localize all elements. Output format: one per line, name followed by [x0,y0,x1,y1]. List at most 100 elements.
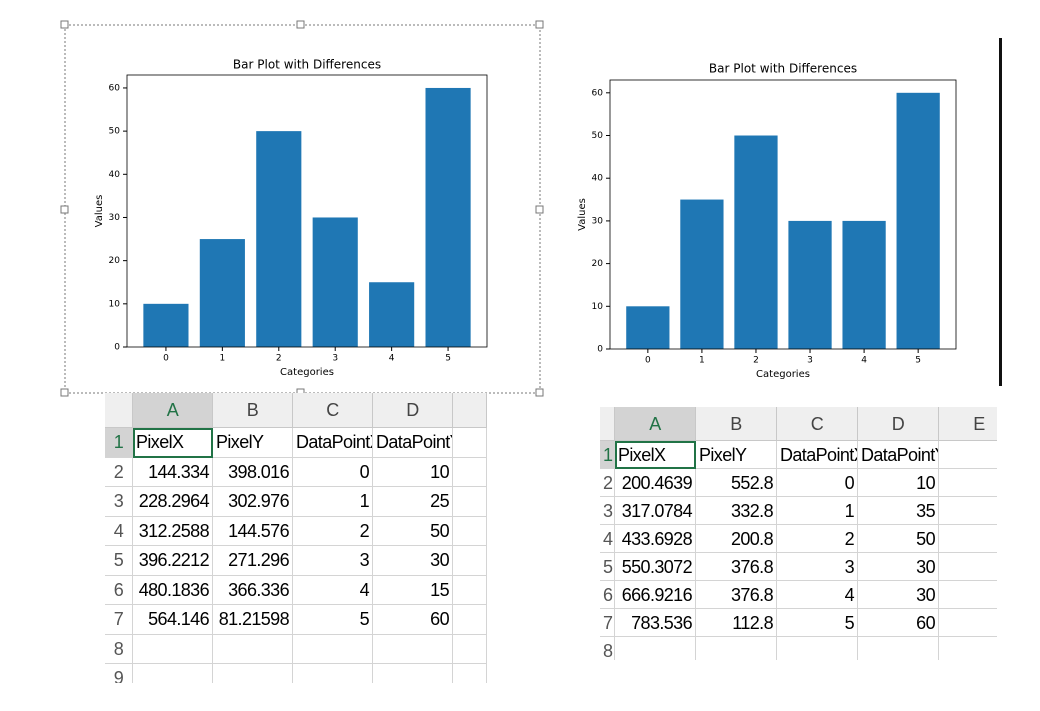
column-header[interactable]: A [133,393,213,428]
cell[interactable] [939,581,997,609]
cell[interactable] [939,609,997,637]
cell[interactable]: 332.8 [696,497,777,525]
cell[interactable]: 5 [777,609,858,637]
cell[interactable]: DataPointY [858,441,939,469]
cell[interactable]: 3 [777,553,858,581]
cell[interactable]: 200.8 [696,525,777,553]
cell[interactable] [939,553,997,581]
cell[interactable] [373,664,453,683]
cell[interactable]: 317.0784 [615,497,696,525]
cell[interactable] [939,525,997,553]
row-header[interactable]: 8 [105,634,133,664]
cell[interactable]: PixelY [213,428,293,458]
cell[interactable] [373,634,453,664]
cell[interactable] [293,634,373,664]
cell[interactable]: 376.8 [696,581,777,609]
cell[interactable]: 144.334 [133,457,213,487]
cell[interactable] [133,664,213,683]
cell[interactable]: PixelX [133,428,213,458]
row-header[interactable]: 1 [105,428,133,458]
cell[interactable]: DataPointX [777,441,858,469]
cell[interactable]: 35 [858,497,939,525]
column-header[interactable]: D [858,407,939,441]
cell[interactable]: 376.8 [696,553,777,581]
cell[interactable]: 112.8 [696,609,777,637]
row-header[interactable]: 5 [105,546,133,576]
row-header[interactable]: 8 [600,637,615,660]
cell[interactable]: 0 [777,469,858,497]
cell[interactable]: 81.21598 [213,605,293,635]
row-header[interactable]: 2 [600,469,615,497]
cell[interactable]: 25 [373,487,453,517]
row-header[interactable]: 9 [105,664,133,683]
cell[interactable]: 60 [373,605,453,635]
cell[interactable]: 302.976 [213,487,293,517]
cell[interactable]: 366.336 [213,575,293,605]
cell[interactable]: 271.296 [213,546,293,576]
column-header[interactable]: E [939,407,997,441]
cell[interactable]: 60 [858,609,939,637]
cell[interactable]: 2 [293,516,373,546]
cell[interactable]: 666.9216 [615,581,696,609]
row-header[interactable]: 5 [600,553,615,581]
cell[interactable]: 3 [293,546,373,576]
cell[interactable]: 228.2964 [133,487,213,517]
cell[interactable] [213,664,293,683]
cell[interactable]: 144.576 [213,516,293,546]
cell[interactable] [696,637,777,660]
cell[interactable]: 30 [858,553,939,581]
column-header[interactable]: D [373,393,453,428]
cell[interactable] [615,637,696,660]
cell[interactable]: 4 [293,575,373,605]
cell[interactable]: 1 [293,487,373,517]
cell[interactable] [939,637,997,660]
cell[interactable]: 312.2588 [133,516,213,546]
cell[interactable]: DataPointY [373,428,453,458]
row-header[interactable]: 7 [105,605,133,635]
cell[interactable] [939,497,997,525]
cell[interactable]: 398.016 [213,457,293,487]
cell[interactable]: PixelX [615,441,696,469]
row-header[interactable]: 6 [105,575,133,605]
cell[interactable]: 2 [777,525,858,553]
cell[interactable]: 200.4639 [615,469,696,497]
cell[interactable]: 50 [373,516,453,546]
row-header[interactable]: 1 [600,441,615,469]
column-header[interactable]: C [777,407,858,441]
row-header[interactable]: 2 [105,457,133,487]
cell[interactable]: 5 [293,605,373,635]
cell[interactable] [939,469,997,497]
cell[interactable]: 783.536 [615,609,696,637]
corner[interactable] [600,407,615,441]
cell[interactable]: 10 [858,469,939,497]
column-header[interactable]: C [293,393,373,428]
column-header[interactable]: B [696,407,777,441]
cell[interactable]: 433.6928 [615,525,696,553]
cell[interactable] [293,664,373,683]
cell[interactable] [213,634,293,664]
cell[interactable]: DataPointX [293,428,373,458]
row-header[interactable]: 4 [105,516,133,546]
cell[interactable] [939,441,997,469]
row-header[interactable]: 6 [600,581,615,609]
cell[interactable]: 30 [373,546,453,576]
cell[interactable]: 10 [373,457,453,487]
row-header[interactable]: 4 [600,525,615,553]
row-header[interactable]: 3 [105,487,133,517]
cell[interactable]: 4 [777,581,858,609]
cell[interactable]: 552.8 [696,469,777,497]
cell[interactable]: 30 [858,581,939,609]
cell[interactable]: 550.3072 [615,553,696,581]
cell[interactable]: 50 [858,525,939,553]
cell[interactable]: 0 [293,457,373,487]
row-header[interactable]: 3 [600,497,615,525]
cell[interactable]: 480.1836 [133,575,213,605]
cell[interactable]: 15 [373,575,453,605]
corner[interactable] [105,393,133,428]
cell[interactable] [858,637,939,660]
cell[interactable]: 564.146 [133,605,213,635]
cell[interactable]: PixelY [696,441,777,469]
cell[interactable] [777,637,858,660]
cell[interactable]: 1 [777,497,858,525]
column-header[interactable]: B [213,393,293,428]
